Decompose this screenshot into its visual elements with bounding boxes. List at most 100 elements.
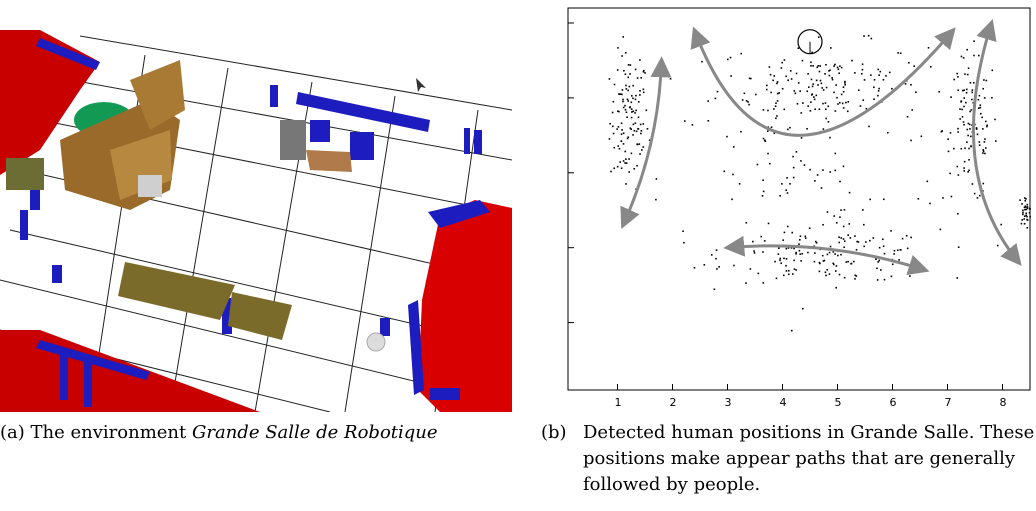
detection-point — [813, 260, 816, 263]
detection-point — [626, 116, 628, 119]
detection-point — [956, 277, 959, 279]
detection-point — [838, 241, 841, 244]
detection-point — [838, 72, 840, 75]
detection-point — [785, 264, 787, 267]
detection-point — [813, 98, 816, 101]
detection-point — [612, 100, 615, 103]
detection-point — [608, 78, 611, 80]
detection-point — [810, 61, 812, 64]
detection-point — [890, 275, 893, 278]
detection-point — [622, 132, 625, 135]
detection-point — [976, 197, 979, 199]
detection-point — [726, 135, 728, 138]
detection-point — [827, 105, 830, 108]
detection-point — [812, 96, 815, 98]
detection-point — [1024, 197, 1026, 199]
detection-point — [978, 194, 981, 197]
small-desk — [306, 150, 352, 172]
x-tick-label: 2 — [670, 396, 677, 409]
detection-point — [863, 223, 865, 226]
detection-point — [611, 125, 614, 128]
detection-point — [636, 77, 639, 79]
detection-point — [769, 162, 771, 165]
wall-left — [0, 30, 100, 175]
detection-point — [620, 167, 623, 170]
detection-point — [636, 143, 638, 145]
detection-point — [797, 47, 800, 50]
sphere — [366, 332, 386, 352]
detection-point — [982, 128, 984, 130]
detection-point — [634, 112, 636, 114]
detection-point — [982, 87, 985, 90]
detection-point — [913, 65, 916, 67]
detection-point — [745, 282, 747, 284]
detection-point — [770, 126, 773, 129]
detection-point — [786, 192, 789, 194]
detection-point — [753, 252, 756, 254]
detection-point — [911, 109, 914, 111]
detection-point — [947, 138, 949, 140]
detection-point — [786, 177, 788, 179]
detection-point — [762, 282, 765, 284]
detection-point — [626, 98, 629, 101]
detection-point — [635, 130, 638, 133]
detection-point — [982, 152, 984, 154]
detection-point — [823, 259, 826, 262]
detection-point — [809, 110, 812, 112]
detection-point — [842, 225, 845, 228]
detection-point — [844, 80, 846, 83]
detection-point — [982, 149, 985, 151]
detection-point — [718, 266, 720, 268]
caption-a-label: (a) — [0, 422, 25, 443]
detection-point — [822, 102, 824, 105]
detection-point — [996, 244, 999, 247]
trajectory-arrow — [690, 26, 956, 137]
detection-point — [716, 268, 718, 270]
detection-point — [821, 254, 824, 257]
detection-point — [779, 259, 781, 262]
detection-point — [969, 110, 971, 113]
detection-point — [634, 68, 637, 71]
detection-point — [634, 122, 637, 124]
detection-point — [942, 197, 944, 199]
detection-point — [837, 68, 840, 71]
detection-point — [621, 89, 624, 91]
detection-point — [818, 108, 821, 111]
detection-point — [627, 136, 630, 139]
detection-point — [831, 77, 833, 79]
detection-point — [789, 70, 792, 72]
detection-point — [833, 215, 836, 217]
detection-point — [624, 104, 626, 107]
detection-point — [885, 75, 887, 77]
detection-point — [822, 128, 825, 130]
detection-point — [961, 108, 963, 111]
detection-point — [815, 242, 818, 244]
detection-point — [1023, 218, 1025, 220]
detection-point — [793, 259, 795, 262]
detection-point — [763, 240, 766, 242]
detection-point — [857, 241, 860, 243]
detection-point — [620, 122, 623, 125]
detection-point — [982, 150, 985, 153]
detection-point — [957, 127, 959, 130]
detection-point — [906, 247, 909, 250]
detection-point — [815, 79, 818, 82]
detection-point — [787, 273, 790, 276]
detection-point — [749, 268, 752, 270]
detection-point — [776, 100, 779, 102]
detection-point — [778, 92, 781, 94]
detection-point — [1024, 206, 1027, 208]
detection-point — [950, 96, 952, 98]
detection-point — [825, 274, 827, 277]
detection-point — [857, 89, 860, 92]
detection-point — [795, 151, 798, 153]
detection-point — [824, 102, 827, 104]
detection-point — [636, 164, 638, 167]
detection-point — [760, 235, 763, 238]
detection-point — [622, 106, 625, 109]
detection-point — [632, 123, 635, 126]
detection-point — [618, 147, 621, 150]
detection-point — [807, 73, 809, 75]
detection-point — [785, 75, 788, 78]
detection-point — [957, 174, 960, 176]
